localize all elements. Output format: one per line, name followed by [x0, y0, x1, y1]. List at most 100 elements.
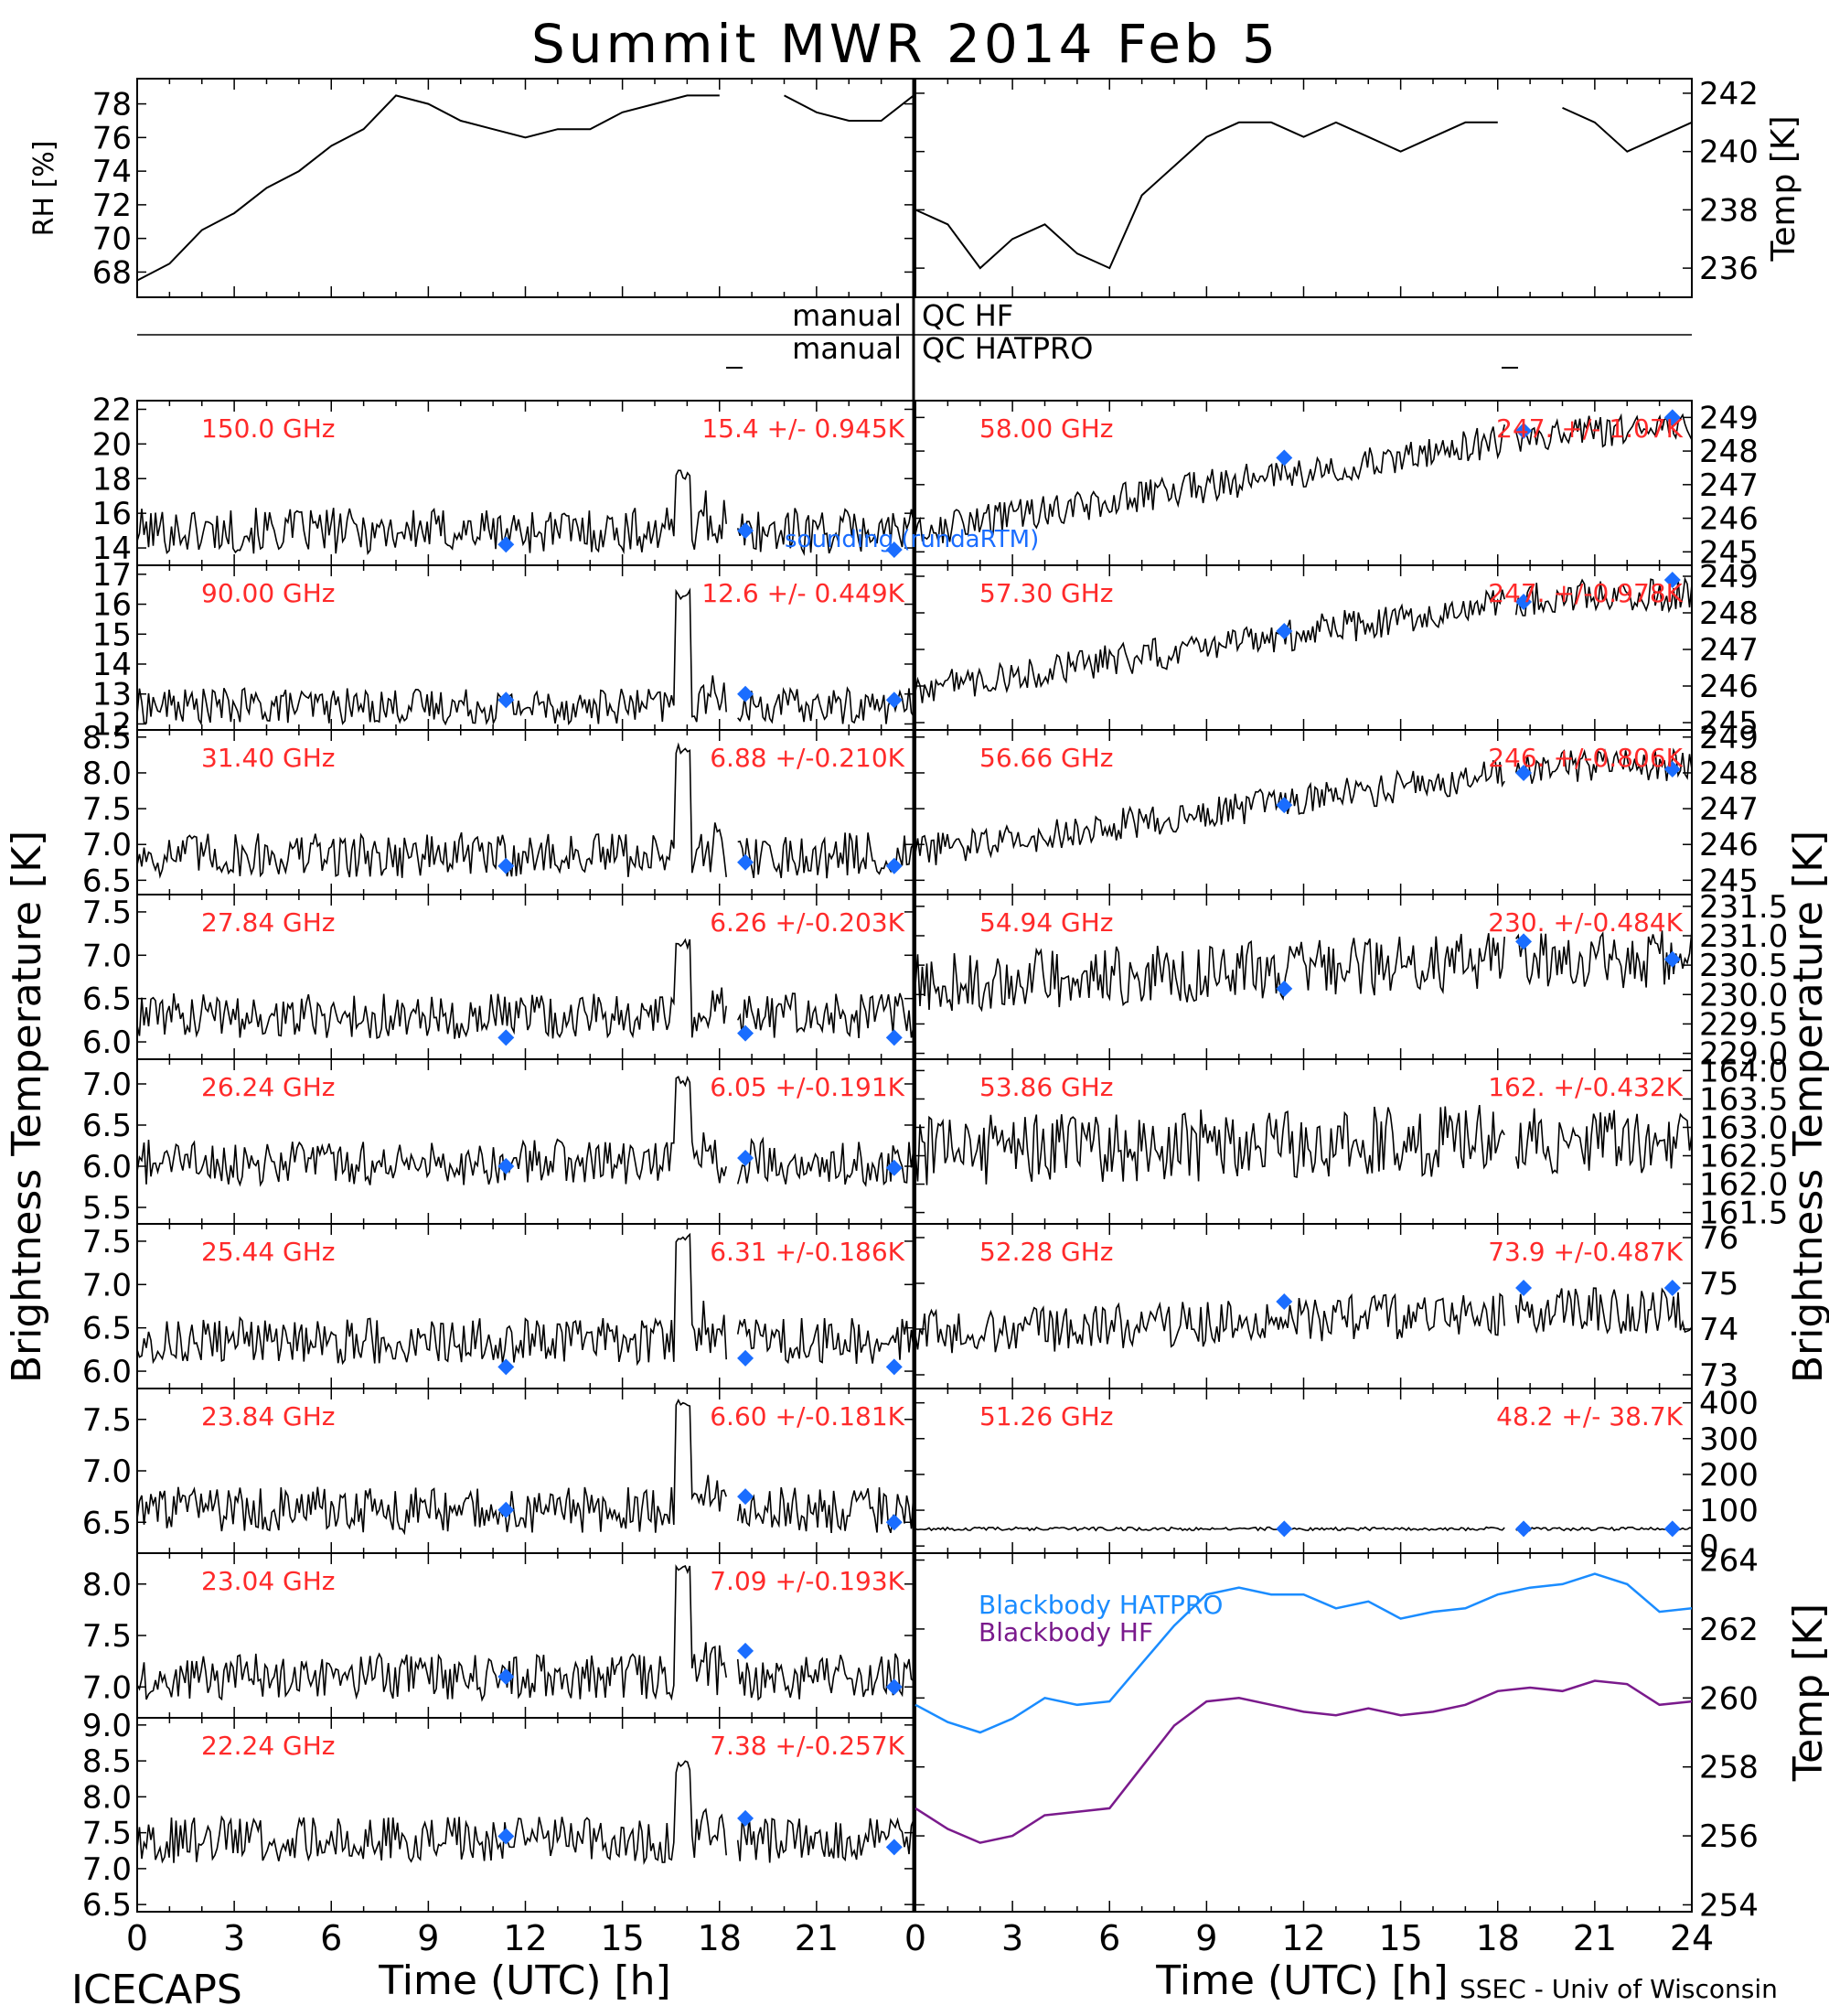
temp-panel-frame: [914, 78, 1693, 298]
panel-ch-22.24-sonde-marker: [885, 1839, 903, 1856]
panel-ch-54.94-trace: [1515, 930, 1693, 989]
blackbody-panel-ytick-label: 256: [1699, 1818, 1759, 1855]
temp-panel-ytick-label: 238: [1699, 192, 1759, 229]
panel-ch-56.66-sonde-marker: [1663, 761, 1681, 778]
blackbody-panel-ytick-label: 262: [1699, 1612, 1759, 1648]
panel-ch-23.04-sonde-marker: [497, 1668, 515, 1685]
panel-ch-90.00-ytick-label: 17: [92, 557, 132, 594]
x-axis-label-left: Time (UTC) [h]: [378, 1957, 670, 2004]
panel-ch-31.40-ytick-label: 7.5: [82, 791, 132, 828]
panel-ch-22.24-ytick-label: 7.5: [82, 1816, 132, 1852]
x-tick-label-right: 15: [1378, 1918, 1422, 1958]
panel-ch-57.30-sonde-marker: [1515, 594, 1533, 610]
panel-ch-27.84-sonde-marker: [885, 1029, 903, 1046]
panel-ch-51.26-sonde-marker: [1515, 1520, 1533, 1538]
blackbody-hatpro-line: [914, 1572, 1693, 1734]
temp-series-line: [914, 121, 1498, 270]
panel-ch-54.94-ytick-label: 230.5: [1699, 948, 1788, 984]
rh-panel-ytick-label: 74: [92, 154, 132, 190]
panel-ch-25.44-trace: [136, 1232, 727, 1367]
panel-ch-22.24-stat-label: 7.38 +/-0.257K: [710, 1731, 904, 1761]
panel-ch-25.44-ytick-label: 7.5: [82, 1224, 132, 1260]
panel-ch-52.28-stat-label: 73.9 +/-0.487K: [1488, 1237, 1683, 1267]
panel-ch-58.00-sonde-marker: [1515, 423, 1533, 440]
panel-ch-25.44-sonde-marker: [737, 1349, 754, 1367]
panel-ch-52.28-sonde-marker: [1663, 1280, 1681, 1296]
panel-ch-90.00-sonde-marker: [885, 692, 903, 709]
panel-ch-150.0-sonde-marker: [737, 522, 754, 540]
panel-ch-51.26-sonde-marker: [1663, 1520, 1681, 1538]
x-tick-label-right: 6: [1098, 1918, 1120, 1958]
panel-ch-54.94-ytick-label: 230.0: [1699, 977, 1788, 1013]
panel-ch-53.86-ytick-label: 162.5: [1699, 1139, 1788, 1175]
x-tick-label-left: 3: [223, 1918, 245, 1958]
sounding-legend: sounding (rundaRTM): [785, 526, 1039, 553]
panel-ch-25.44-sonde-marker: [497, 1358, 515, 1376]
panel-ch-54.94-ytick-label: 231.5: [1699, 889, 1788, 926]
panel-ch-52.28-sonde-marker: [1276, 1293, 1293, 1310]
panel-ch-150.0-freq-label: 150.0 GHz: [201, 413, 336, 444]
x-tick-label-left: 15: [600, 1918, 644, 1958]
panel-ch-51.26-trace: [1515, 1526, 1693, 1532]
panel-ch-31.40-sonde-marker: [737, 853, 754, 871]
panel-ch-22.24-freq-label: 22.24 GHz: [201, 1731, 336, 1761]
rh-panel-frame: [136, 78, 914, 298]
panel-ch-26.24-ytick-label: 5.5: [82, 1190, 132, 1227]
panel-ch-25.44-trace: [736, 1317, 914, 1365]
panel-ch-23.04-sonde-marker: [885, 1678, 903, 1696]
panel-ch-150.0-ytick-label: 22: [92, 391, 132, 428]
x-tick-label-right: 0: [904, 1918, 926, 1958]
panel-ch-54.94-freq-label: 54.94 GHz: [979, 907, 1114, 938]
panel-ch-150.0-ytick-label: 16: [92, 496, 132, 532]
panel-ch-54.94-sonde-marker: [1515, 933, 1533, 950]
panel-ch-23.84-sonde-marker: [497, 1501, 515, 1518]
x-tick-label-right: 3: [1001, 1918, 1023, 1958]
figure-title: Summit MWR 2014 Feb 5: [531, 13, 1279, 75]
panel-ch-52.28-ytick-label: 74: [1699, 1312, 1738, 1348]
panel-ch-52.28-trace: [1514, 1287, 1693, 1335]
panel-ch-31.40-trace: [136, 742, 727, 879]
panel-ch-57.30-sonde-marker: [1276, 623, 1293, 639]
panel-ch-58.00-ytick-label: 245: [1699, 534, 1759, 571]
panel-ch-58.00-ytick-label: 246: [1699, 501, 1759, 538]
panel-ch-51.26-ytick-label: 300: [1699, 1421, 1759, 1458]
panel-ch-25.44-sonde-marker: [885, 1358, 903, 1376]
panel-ch-57.30-stat-label: 247. +/-0.978K: [1488, 578, 1683, 608]
panel-ch-53.86-stat-label: 162. +/-0.432K: [1488, 1072, 1683, 1102]
temp-ylabel: Temp [K]: [1765, 115, 1802, 262]
panel-ch-26.24-ytick-label: 7.0: [82, 1067, 132, 1103]
panel-ch-90.00-ytick-label: 15: [92, 617, 132, 653]
panel-ch-56.66-sonde-marker: [1515, 764, 1533, 781]
panel-ch-31.40-stat-label: 6.88 +/-0.210K: [710, 743, 904, 773]
panel-ch-27.84-freq-label: 27.84 GHz: [201, 907, 336, 938]
panel-ch-23.04-trace: [136, 1564, 727, 1702]
panel-ch-26.24-trace: [136, 1075, 727, 1187]
panel-ch-22.24-ytick-label: 9.0: [82, 1708, 132, 1744]
panel-ch-27.84-ytick-label: 7.0: [82, 938, 132, 974]
panel-ch-52.28-freq-label: 52.28 GHz: [979, 1237, 1114, 1267]
panel-ch-90.00-sonde-marker: [497, 692, 515, 709]
blackbody-hf-line: [914, 1679, 1693, 1844]
panel-ch-27.84-stat-label: 6.26 +/-0.203K: [710, 907, 904, 938]
panel-ch-52.28-ytick-label: 75: [1699, 1266, 1738, 1303]
panel-ch-56.66-stat-label: 246. +/-0.806K: [1488, 743, 1683, 773]
panel-ch-58.00-sonde-marker: [1276, 449, 1293, 466]
blackbody-panel-ytick-label: 254: [1699, 1887, 1759, 1924]
panel-ch-54.94-ytick-label: 229.0: [1699, 1036, 1788, 1073]
panel-ch-22.24-ytick-label: 7.0: [82, 1851, 132, 1888]
panel-ch-150.0-ytick-label: 14: [92, 531, 132, 567]
blackbody-panel-ytick-label: 260: [1699, 1680, 1759, 1717]
x-tick-label-right: 21: [1573, 1918, 1617, 1958]
x-tick-label-right: 12: [1281, 1918, 1325, 1958]
panel-ch-22.24-trace: [136, 1760, 727, 1866]
panel-ch-23.84-trace: [136, 1398, 727, 1536]
panel-ch-57.30-sonde-marker: [1663, 572, 1681, 588]
panel-ch-54.94-ytick-label: 231.0: [1699, 918, 1788, 955]
panel-ch-90.00-stat-label: 12.6 +/- 0.449K: [701, 578, 904, 608]
panel-ch-57.30-ytick-label: 246: [1699, 669, 1759, 705]
qc-hatpro-left-label: manual: [792, 331, 902, 366]
panel-ch-26.24-freq-label: 26.24 GHz: [201, 1072, 336, 1102]
panel-ch-58.00-stat-label: 247. +/- 1.07K: [1496, 413, 1683, 444]
